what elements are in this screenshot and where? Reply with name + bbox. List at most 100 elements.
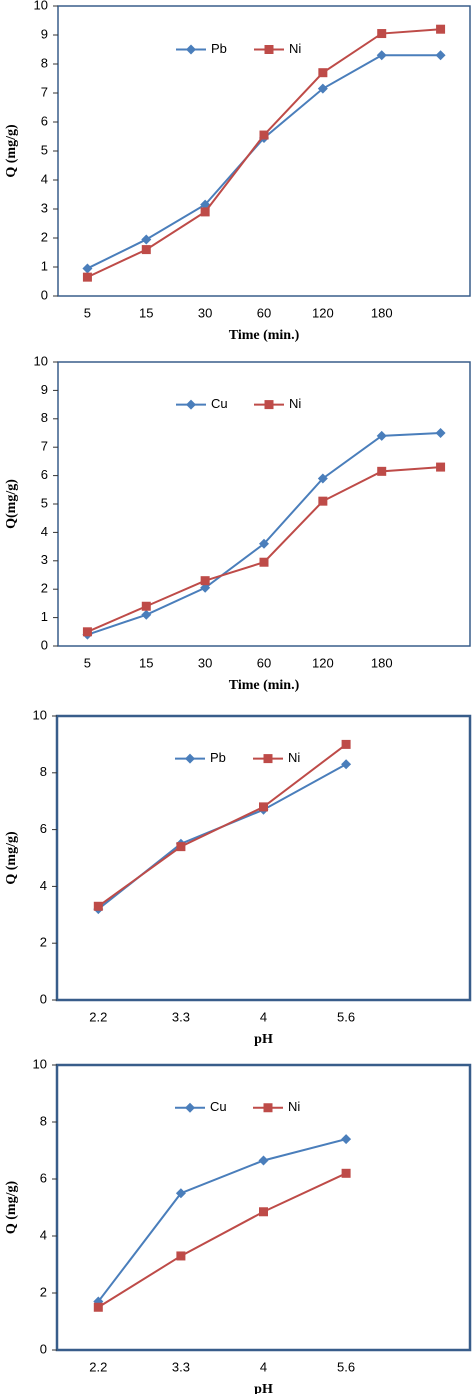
data-point xyxy=(176,842,186,852)
y-tick-label: 10 xyxy=(33,707,47,722)
data-point xyxy=(82,272,92,282)
x-tick-label: 4 xyxy=(260,1009,267,1024)
data-point xyxy=(93,901,103,911)
y-tick-label: 0 xyxy=(41,637,48,652)
data-point xyxy=(93,1302,103,1312)
x-tick-label: 3.3 xyxy=(172,1359,190,1374)
y-axis-title: Q(mg/g) xyxy=(4,479,19,529)
x-tick-label: 2.2 xyxy=(89,1009,107,1024)
plot-frame xyxy=(55,1063,472,1352)
y-tick-label: 0 xyxy=(41,287,48,302)
data-point xyxy=(259,538,269,549)
y-tick-label: 6 xyxy=(40,1170,47,1185)
data-point xyxy=(200,207,210,217)
legend-label: Cu xyxy=(211,396,228,411)
series-line xyxy=(97,1138,347,1303)
y-tick-label: 2 xyxy=(41,581,48,596)
y-axis-title: Q (mg/g) xyxy=(4,831,19,885)
data-point xyxy=(141,234,152,245)
data-point xyxy=(317,473,328,484)
y-tick-label: 4 xyxy=(40,878,47,893)
legend-label: Ni xyxy=(289,41,301,56)
y-tick-label: 1 xyxy=(41,609,48,624)
y-tick-label: 6 xyxy=(41,467,48,482)
data-point xyxy=(141,601,151,611)
legend-marker xyxy=(185,1102,195,1113)
y-tick-label: 8 xyxy=(40,764,47,779)
legend-label: Cu xyxy=(210,1099,227,1114)
data-point xyxy=(376,50,387,61)
legend-label: Ni xyxy=(289,396,301,411)
data-point xyxy=(258,1155,269,1166)
x-tick-label: 30 xyxy=(198,655,212,670)
x-tick-label: 30 xyxy=(198,305,212,320)
chart-panel: 0 1 2 3 4 5 6 7 8 9 10 5 15 30 60 120 180 Time (min.) Q (m… xyxy=(4,0,471,343)
y-tick-label: 2 xyxy=(41,229,48,244)
y-tick-label: 5 xyxy=(41,142,48,157)
y-tick-label: 4 xyxy=(41,524,48,539)
y-tick-label: 10 xyxy=(34,0,48,12)
series-line xyxy=(97,1172,347,1309)
x-tick-label: 60 xyxy=(257,305,271,320)
legend-marker xyxy=(185,753,195,764)
x-axis-title: Time (min.) xyxy=(229,328,300,343)
data-point xyxy=(259,1207,268,1217)
x-tick-label: 2.2 xyxy=(89,1359,107,1374)
data-point xyxy=(200,576,210,586)
x-tick-label: 120 xyxy=(312,655,334,670)
y-tick-label: 6 xyxy=(41,113,48,128)
x-tick-label: 5.6 xyxy=(337,1359,355,1374)
plot-frame xyxy=(55,714,472,1002)
y-tick-label: 1 xyxy=(41,258,48,273)
x-tick-label: 120 xyxy=(312,305,334,320)
y-tick-label: 0 xyxy=(40,991,47,1006)
series-line xyxy=(97,743,347,908)
y-tick-label: 0 xyxy=(40,1341,47,1356)
data-point xyxy=(341,1134,352,1145)
y-tick-label: 3 xyxy=(41,200,48,215)
y-tick-label: 9 xyxy=(41,26,48,41)
y-tick-label: 7 xyxy=(41,84,48,99)
legend-label: Pb xyxy=(211,41,227,56)
data-point xyxy=(341,1168,351,1178)
data-point xyxy=(341,759,352,770)
data-point xyxy=(259,802,268,812)
legend-label: Ni xyxy=(288,1099,300,1114)
series-line xyxy=(87,28,441,279)
data-point xyxy=(259,130,269,140)
x-axis-title: pH xyxy=(254,1032,273,1047)
x-tick-label: 180 xyxy=(371,655,393,670)
x-tick-label: 15 xyxy=(139,305,153,320)
y-tick-label: 3 xyxy=(41,552,48,567)
x-tick-label: 5 xyxy=(84,655,91,670)
data-point xyxy=(141,609,152,620)
data-point xyxy=(318,496,328,506)
legend-marker xyxy=(263,1103,273,1113)
data-point xyxy=(436,24,446,34)
data-point xyxy=(200,582,211,593)
data-point xyxy=(176,1251,186,1261)
y-tick-label: 8 xyxy=(41,410,48,425)
y-tick-label: 4 xyxy=(41,171,48,186)
y-tick-label: 8 xyxy=(41,55,48,70)
legend-marker xyxy=(186,399,196,410)
data-point xyxy=(377,466,387,476)
y-tick-label: 7 xyxy=(41,439,48,454)
data-point xyxy=(435,50,446,61)
data-point xyxy=(435,428,446,438)
x-tick-label: 4 xyxy=(260,1359,267,1374)
series-line xyxy=(87,432,441,636)
y-axis-title: Q (mg/g) xyxy=(4,124,19,178)
y-tick-label: 10 xyxy=(33,1056,47,1071)
y-tick-label: 2 xyxy=(40,935,47,950)
legend-marker xyxy=(186,44,196,55)
data-point xyxy=(317,83,328,94)
legend-label: Ni xyxy=(288,750,300,765)
legend-label: Pb xyxy=(210,750,226,765)
legend-marker xyxy=(264,45,274,54)
data-point xyxy=(141,245,151,255)
series-line xyxy=(87,466,441,633)
y-axis-title: Q (mg/g) xyxy=(4,1181,19,1235)
y-tick-label: 2 xyxy=(40,1284,47,1299)
